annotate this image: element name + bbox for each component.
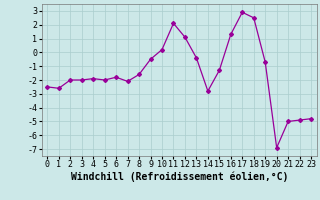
X-axis label: Windchill (Refroidissement éolien,°C): Windchill (Refroidissement éolien,°C): [70, 172, 288, 182]
